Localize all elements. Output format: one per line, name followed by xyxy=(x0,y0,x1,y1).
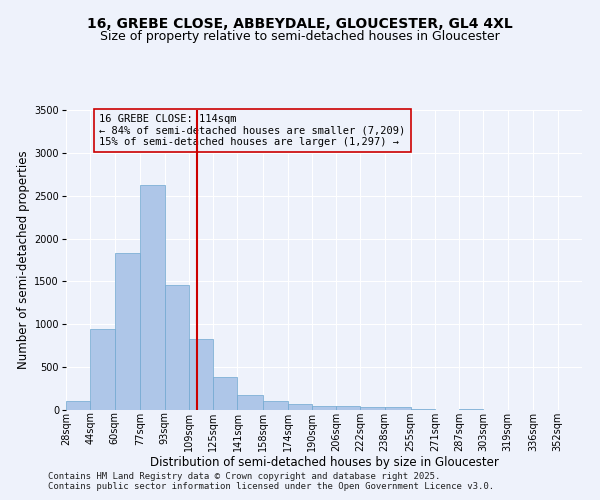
Bar xyxy=(90,328,115,410)
Text: Size of property relative to semi-detached houses in Gloucester: Size of property relative to semi-detach… xyxy=(100,30,500,43)
Bar xyxy=(66,402,90,410)
Bar xyxy=(336,406,361,410)
Text: 16 GREBE CLOSE: 114sqm
← 84% of semi-detached houses are smaller (7,209)
15% of : 16 GREBE CLOSE: 114sqm ← 84% of semi-det… xyxy=(100,114,406,147)
Bar xyxy=(140,184,164,410)
Text: Contains public sector information licensed under the Open Government Licence v3: Contains public sector information licen… xyxy=(48,482,494,491)
Bar xyxy=(361,408,385,410)
Text: Contains HM Land Registry data © Crown copyright and database right 2025.: Contains HM Land Registry data © Crown c… xyxy=(48,472,440,481)
Bar xyxy=(115,253,140,410)
Bar xyxy=(238,396,263,410)
Bar xyxy=(385,406,410,410)
Bar xyxy=(287,404,312,410)
Bar xyxy=(213,378,238,410)
Bar xyxy=(410,409,435,410)
Bar xyxy=(189,339,213,410)
Y-axis label: Number of semi-detached properties: Number of semi-detached properties xyxy=(17,150,30,370)
Bar xyxy=(312,406,336,410)
Bar xyxy=(263,400,287,410)
Bar xyxy=(459,409,484,410)
X-axis label: Distribution of semi-detached houses by size in Gloucester: Distribution of semi-detached houses by … xyxy=(149,456,499,469)
Bar xyxy=(164,285,189,410)
Text: 16, GREBE CLOSE, ABBEYDALE, GLOUCESTER, GL4 4XL: 16, GREBE CLOSE, ABBEYDALE, GLOUCESTER, … xyxy=(87,18,513,32)
